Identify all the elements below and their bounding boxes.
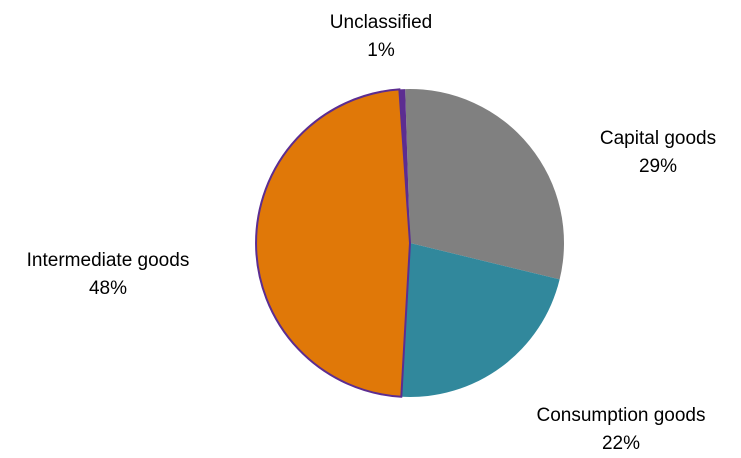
slice-label-intermediate-goods: Intermediate goods: [27, 250, 190, 271]
pie-labels: Capital goods 29% Consumption goods 22% Inte…: [27, 12, 716, 454]
slice-value-consumption-goods: 22%: [602, 433, 640, 454]
slice-label-capital-goods: Capital goods: [600, 128, 716, 149]
pie-slice-intermediate-goods: [255, 88, 412, 398]
slice-label-consumption-goods: Consumption goods: [537, 405, 706, 426]
slice-label-unclassified: Unclassified: [330, 12, 432, 33]
pie-slices: [255, 88, 564, 398]
pie-slice-unclassified: [399, 89, 410, 243]
slice-value-capital-goods: 29%: [639, 156, 677, 177]
slice-value-unclassified: 1%: [367, 40, 395, 61]
pie-slice-capital-goods: [405, 89, 564, 280]
slice-value-intermediate-goods: 48%: [89, 278, 127, 299]
pie-slice-consumption-goods: [401, 243, 560, 397]
